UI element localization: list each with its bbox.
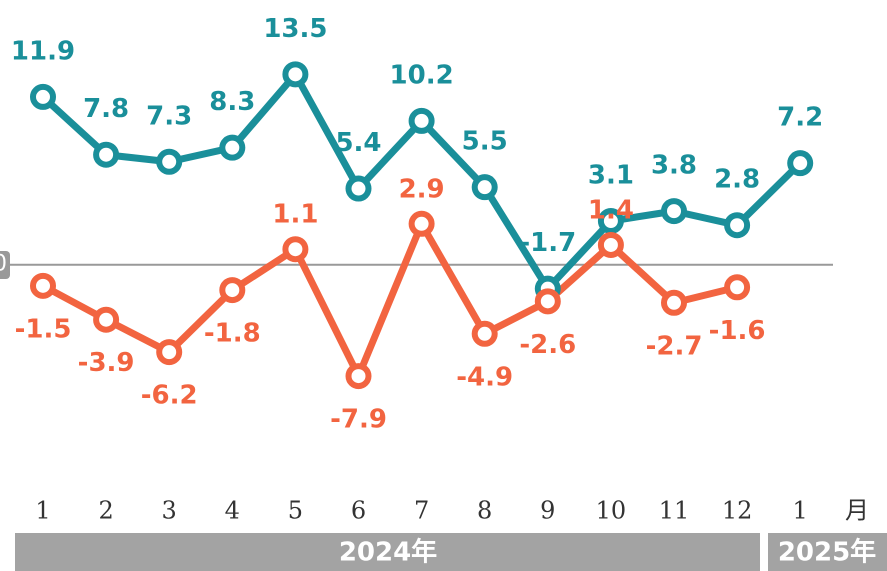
data-label: -1.8 <box>204 319 261 349</box>
point <box>219 134 246 161</box>
data-label: 2.9 <box>399 174 445 204</box>
point <box>661 198 687 225</box>
point <box>93 306 120 333</box>
point <box>156 339 183 366</box>
y-tick-box <box>0 251 10 279</box>
x-tick-label: 2 <box>98 497 113 525</box>
data-label: 7.2 <box>777 103 823 133</box>
x-tick-label: 10 <box>596 497 627 525</box>
point <box>471 174 498 201</box>
data-label: -6.2 <box>141 381 198 411</box>
data-label: -2.7 <box>646 331 703 361</box>
point <box>597 231 624 258</box>
point <box>345 175 372 202</box>
data-label: 7.8 <box>83 94 129 124</box>
point <box>93 141 120 168</box>
year-label: 2025年 <box>778 537 876 568</box>
x-tick-label: 5 <box>288 497 303 525</box>
data-label: -3.9 <box>78 348 135 378</box>
year-label: 2024年 <box>339 537 437 568</box>
point <box>30 272 56 299</box>
point <box>724 212 751 239</box>
point <box>30 83 56 110</box>
data-label: 3.8 <box>651 151 697 181</box>
point <box>345 363 372 390</box>
year-band <box>15 533 760 571</box>
series-line <box>41 220 738 380</box>
point <box>471 320 498 347</box>
x-tick-label: 12 <box>722 497 753 525</box>
x-tick-label: 7 <box>414 497 429 525</box>
data-label: 1.1 <box>272 200 318 230</box>
data-label: 10.2 <box>390 60 454 90</box>
point <box>408 107 435 134</box>
point <box>219 277 246 304</box>
x-tick-label: 1 <box>35 497 50 525</box>
data-label: -7.9 <box>330 405 387 435</box>
unit-label: 月 <box>845 497 869 525</box>
y-tick-label: 0 <box>0 252 7 277</box>
data-label: -4.9 <box>456 362 513 392</box>
data-label: 7.3 <box>146 101 192 131</box>
point <box>534 288 561 315</box>
x-tick-label: 11 <box>659 497 690 525</box>
data-label: 2.8 <box>714 165 760 195</box>
point <box>597 207 624 234</box>
point <box>282 61 309 88</box>
data-label: 1.4 <box>588 195 634 225</box>
x-tick-label: 3 <box>162 497 177 525</box>
data-label: 3.1 <box>588 160 634 190</box>
data-label: 5.5 <box>462 127 508 157</box>
data-label: -1.5 <box>15 314 72 344</box>
data-label: 5.4 <box>335 128 381 158</box>
data-label: -1.7 <box>519 228 576 258</box>
data-label: 11.9 <box>11 36 75 66</box>
point <box>282 236 309 263</box>
x-tick-label: 6 <box>351 497 366 525</box>
x-tick-label: 9 <box>540 497 555 525</box>
x-tick-label: 8 <box>477 497 492 525</box>
data-label: 8.3 <box>209 87 255 117</box>
data-label: -2.6 <box>519 330 576 360</box>
year-band <box>768 533 887 571</box>
point <box>156 148 183 175</box>
point <box>724 274 751 301</box>
point <box>787 150 814 177</box>
point <box>661 289 687 316</box>
point <box>408 210 435 237</box>
x-tick-label: 1 <box>793 497 808 525</box>
data-label: -1.6 <box>709 316 766 346</box>
data-label: 13.5 <box>263 14 327 44</box>
x-tick-label: 4 <box>225 497 240 525</box>
